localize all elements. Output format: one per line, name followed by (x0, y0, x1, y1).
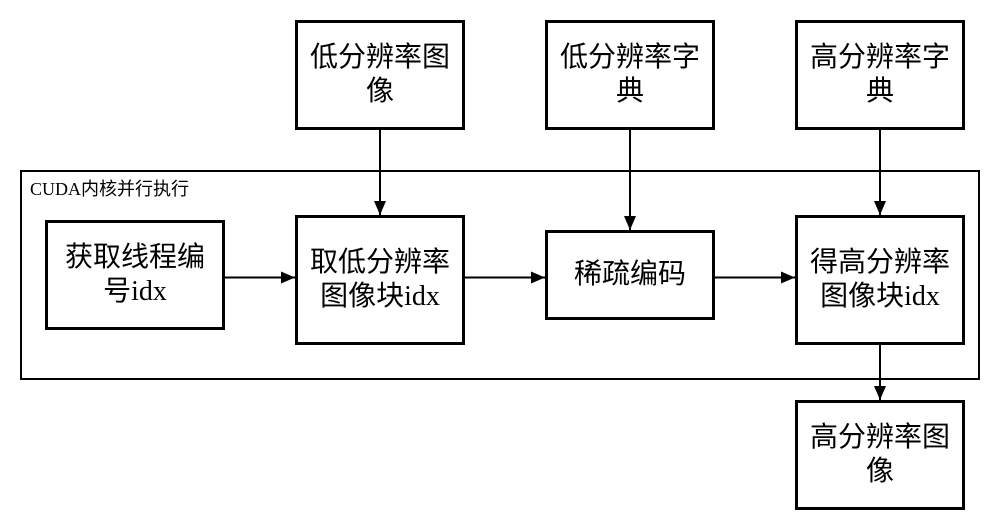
node-get-idx: 获取线程编号idx (45, 220, 225, 330)
node-label: 获取线程编号idx (52, 241, 218, 308)
diagram-canvas: CUDA内核并行执行 低分辨率图像 低分辨率字典 高分辨率字典 获取线程编号id… (0, 0, 1000, 515)
node-label: 高分辨率图像 (802, 421, 958, 488)
node-hr-dict: 高分辨率字典 (795, 20, 965, 130)
node-label: 低分辨率字典 (552, 41, 708, 108)
node-lr-block: 取低分辨率图像块idx (295, 215, 465, 345)
node-lr-image: 低分辨率图像 (295, 20, 465, 130)
node-label: 高分辨率字典 (802, 41, 958, 108)
node-hr-image: 高分辨率图像 (795, 400, 965, 510)
container-label: CUDA内核并行执行 (30, 180, 189, 198)
node-label: 稀疏编码 (574, 258, 686, 292)
node-lr-dict: 低分辨率字典 (545, 20, 715, 130)
node-label: 低分辨率图像 (302, 41, 458, 108)
node-hr-block: 得高分辨率图像块idx (795, 215, 965, 345)
node-label: 得高分辨率图像块idx (802, 246, 958, 313)
node-sparse: 稀疏编码 (545, 230, 715, 320)
node-label: 取低分辨率图像块idx (302, 246, 458, 313)
